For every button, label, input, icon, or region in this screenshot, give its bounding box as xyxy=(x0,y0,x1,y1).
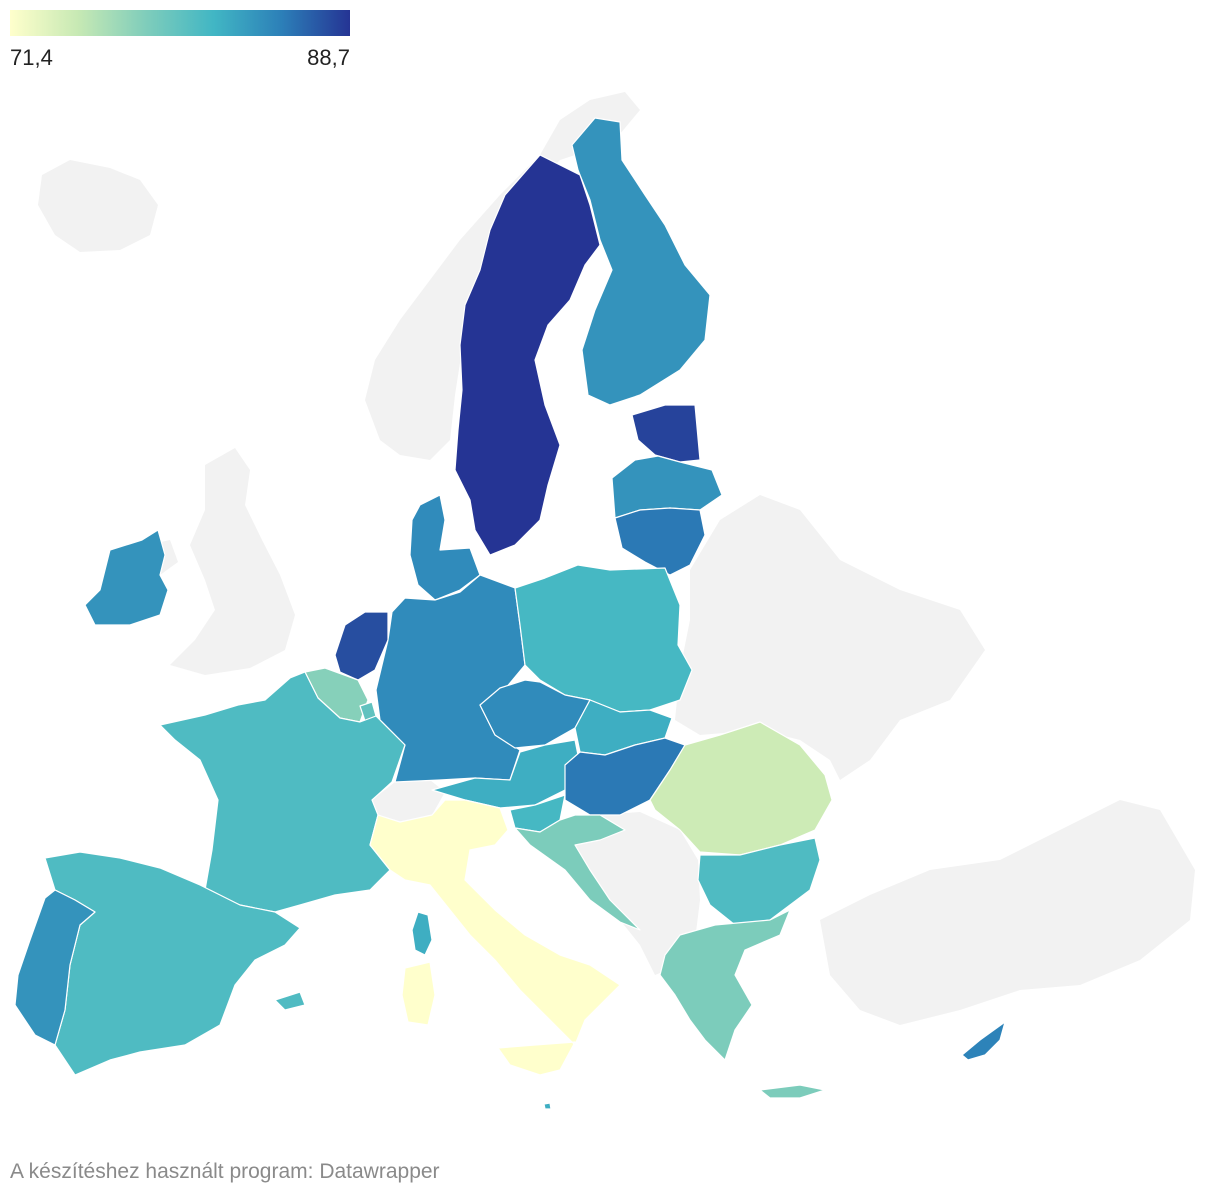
eu-countries xyxy=(14,117,1006,1110)
country-france[interactable] xyxy=(159,671,406,913)
eastern-europe xyxy=(675,495,985,780)
western-balkans xyxy=(570,812,700,975)
country-croatia[interactable] xyxy=(514,814,641,931)
country-greece[interactable] xyxy=(659,909,826,1099)
country-germany[interactable] xyxy=(375,574,526,783)
country-corsica[interactable] xyxy=(411,911,433,956)
turkey xyxy=(820,800,1195,1025)
country-finland[interactable] xyxy=(571,117,711,406)
country-cyprus[interactable] xyxy=(961,1021,1006,1061)
country-sweden[interactable] xyxy=(454,154,601,556)
country-malta[interactable] xyxy=(543,1102,552,1110)
europe-choropleth-map xyxy=(14,92,1195,1110)
country-ireland[interactable] xyxy=(84,529,169,626)
country-denmark[interactable] xyxy=(409,494,481,601)
legend-max-label: 88,7 xyxy=(307,45,350,70)
country-bulgaria[interactable] xyxy=(697,837,821,926)
non-eu-land xyxy=(38,92,1195,1025)
credit-footer: A készítéshez használt program: Datawrap… xyxy=(10,1160,440,1183)
country-netherlands[interactable] xyxy=(334,611,389,681)
color-legend: 71,4 88,7 xyxy=(10,10,350,75)
country-poland[interactable] xyxy=(514,564,693,713)
great-britain xyxy=(170,448,295,675)
legend-min-label: 71,4 xyxy=(10,45,53,70)
norway xyxy=(365,92,640,460)
country-lithuania[interactable] xyxy=(614,507,706,576)
legend-gradient-bar xyxy=(10,10,350,36)
country-estonia[interactable] xyxy=(631,404,701,463)
switzerland xyxy=(372,780,445,822)
country-italy[interactable] xyxy=(369,799,621,1076)
country-portugal[interactable] xyxy=(14,889,96,1046)
iceland xyxy=(38,160,158,252)
